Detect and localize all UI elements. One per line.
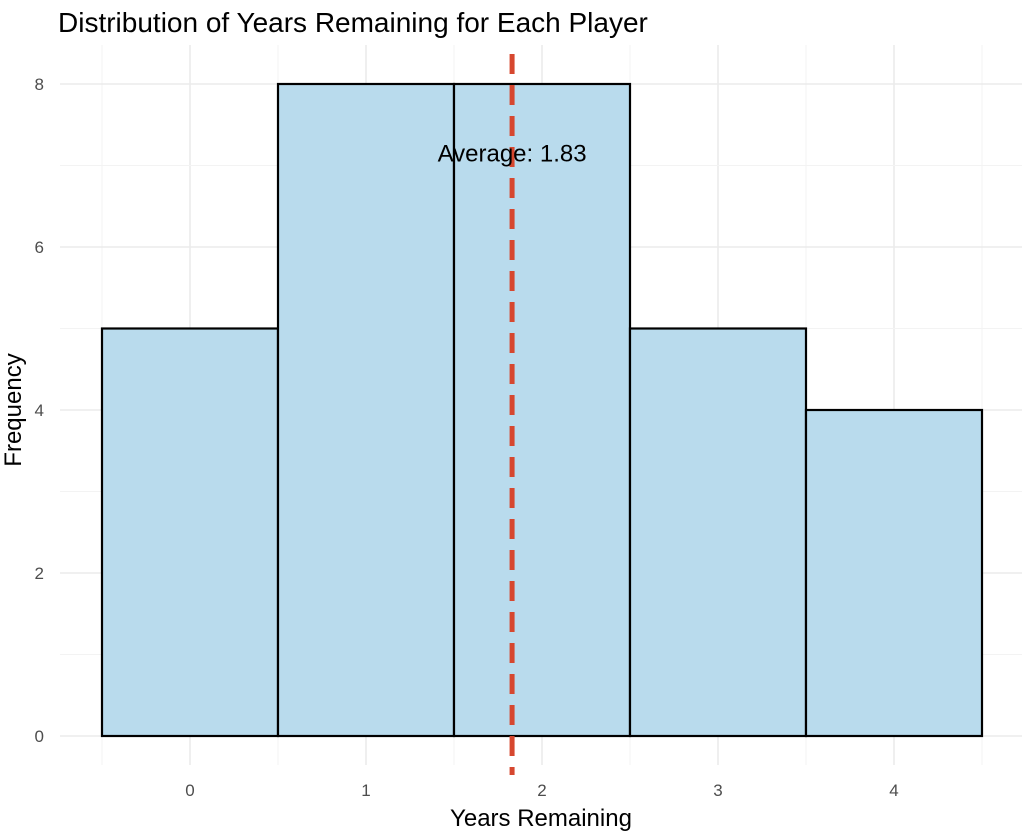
histogram-bar-3 [628, 327, 808, 738]
histogram-bar-4 [804, 408, 984, 738]
y-axis-title: Frequency [0, 353, 27, 466]
average-line-group: Average: 1.83 [438, 54, 587, 775]
x-axis-title: Years Remaining [450, 805, 632, 832]
x-tick-label: 1 [361, 781, 370, 800]
y-tick-label: 2 [35, 564, 44, 583]
x-tick-label: 4 [889, 781, 898, 800]
y-tick-label: 6 [35, 238, 44, 257]
average-label: Average: 1.83 [438, 140, 587, 167]
axis-ticks: 0 1 2 3 4 0 2 4 6 8 [35, 75, 899, 800]
x-tick-label: 2 [537, 781, 546, 800]
histogram-bar-2 [452, 82, 632, 738]
y-tick-label: 8 [35, 75, 44, 94]
y-tick-label: 4 [35, 401, 44, 420]
histogram-bar-0 [100, 327, 280, 738]
histogram-bars [100, 82, 984, 738]
chart-title: Distribution of Years Remaining for Each… [58, 7, 648, 38]
histogram-bar-1 [276, 82, 456, 738]
x-tick-label: 3 [713, 781, 722, 800]
y-tick-label: 0 [35, 727, 44, 746]
x-tick-label: 0 [185, 781, 194, 800]
